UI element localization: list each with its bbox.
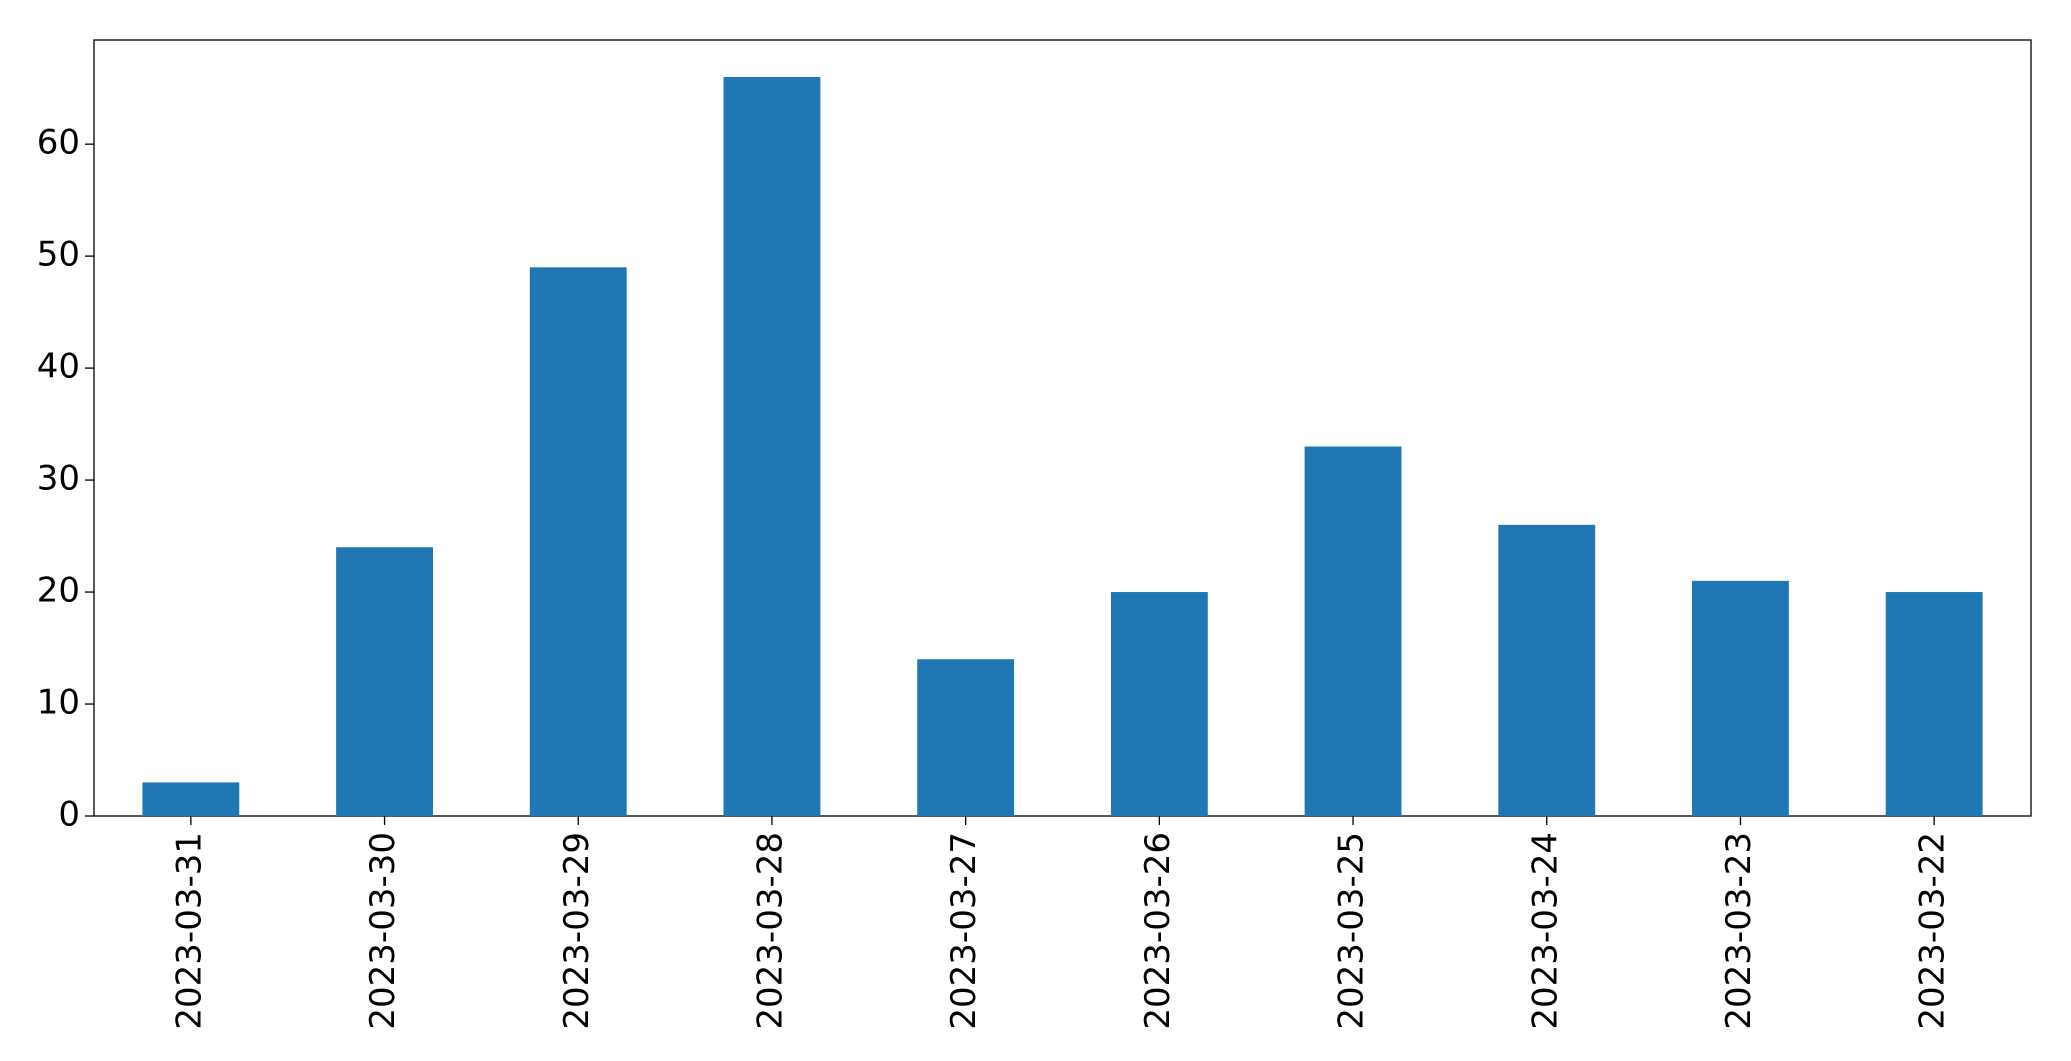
bar: [1885, 592, 1983, 816]
y-tick-label: 20: [37, 571, 80, 611]
x-tick-label: 2023-03-22: [1913, 832, 1953, 1030]
bar: [917, 659, 1015, 816]
y-tick-label: 40: [37, 347, 80, 387]
y-tick-label: 0: [58, 795, 80, 835]
x-tick-label: 2023-03-28: [750, 832, 790, 1030]
x-tick-label: 2023-03-25: [1332, 832, 1372, 1030]
x-tick-label: 2023-03-29: [557, 832, 597, 1030]
bar: [1498, 524, 1596, 816]
x-tick-label: 2023-03-24: [1525, 832, 1565, 1030]
y-tick-label: 30: [37, 459, 80, 499]
x-tick-label: 2023-03-26: [1138, 832, 1178, 1030]
bar: [336, 547, 433, 816]
bar: [142, 782, 240, 816]
x-tick-label: 2023-03-23: [1719, 832, 1759, 1030]
x-tick-label: 2023-03-30: [363, 832, 403, 1030]
bar: [723, 76, 821, 816]
y-tick-label: 50: [37, 235, 80, 275]
x-tick-label: 2023-03-31: [169, 832, 209, 1030]
bar: [1110, 592, 1208, 816]
y-tick-label: 60: [37, 123, 80, 163]
plot-frame: [93, 39, 2032, 817]
bar: [1692, 580, 1789, 816]
bar: [529, 267, 627, 817]
bar: [1304, 446, 1402, 816]
y-tick-label: 10: [37, 683, 80, 723]
x-tick-label: 2023-03-27: [944, 832, 984, 1030]
